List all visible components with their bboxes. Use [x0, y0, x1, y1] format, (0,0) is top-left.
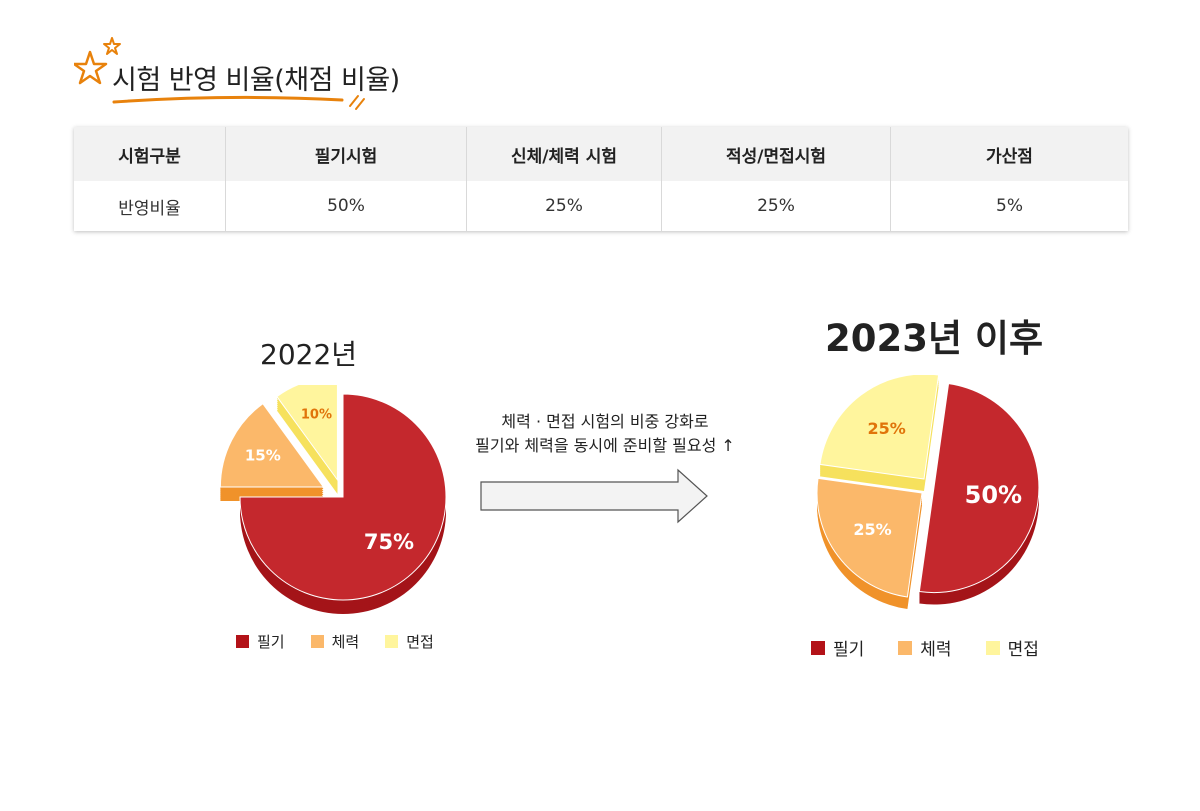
table-header-row: 시험구분 필기시험 신체/체력 시험 적성/면접시험 가산점	[74, 127, 1128, 181]
legend-item-written: 필기	[236, 631, 285, 652]
pie-chart-2022: 75% 15% 10%	[219, 385, 447, 614]
slice-interview-label: 10%	[301, 408, 332, 423]
slice-interview	[276, 385, 338, 482]
ratio-table: 시험구분 필기시험 신체/체력 시험 적성/면접시험 가산점 반영비율 50% …	[74, 127, 1128, 231]
table-row: 반영비율 50% 25% 25% 5%	[74, 181, 1128, 231]
legend-2023: 필기 체력 면접	[811, 635, 1039, 660]
slice-written-label: 50%	[965, 481, 1022, 509]
chart-title-2022: 2022년	[260, 338, 358, 371]
column-header: 가산점	[890, 127, 1128, 181]
slice-written-label: 75%	[364, 530, 414, 554]
transition-note: 체력 · 면접 시험의 비중 강화로 필기와 체력을 동시에 준비할 필요성 ↑	[430, 410, 780, 458]
slice-physical-label: 15%	[245, 447, 281, 465]
star-icon	[74, 37, 121, 85]
note-line-2: 필기와 체력을 동시에 준비할 필요성 ↑	[475, 436, 735, 455]
legend-label: 면접	[1007, 640, 1039, 660]
legend-item-physical: 체력	[898, 635, 952, 660]
table-cell: 25%	[661, 181, 891, 231]
note-line-1: 체력 · 면접 시험의 비중 강화로	[501, 412, 709, 431]
legend-2022: 필기 체력 면접	[236, 631, 434, 652]
legend-item-interview: 면접	[985, 635, 1039, 660]
slice-written	[918, 383, 1040, 594]
table-cell: 반영비율	[74, 181, 226, 231]
slice-physical-label: 25%	[853, 520, 891, 539]
legend-label: 면접	[406, 633, 434, 651]
column-header: 시험구분	[74, 127, 226, 181]
column-header: 적성/면접시험	[661, 127, 891, 181]
slice-physical	[816, 477, 923, 598]
legend-item-interview: 면접	[385, 631, 434, 652]
column-header: 필기시험	[225, 127, 467, 181]
slice-interview	[819, 375, 940, 480]
title-underline	[112, 95, 365, 110]
slice-physical	[219, 402, 325, 488]
title-block: 시험 반영 비율(채점 비율)	[74, 36, 474, 116]
legend-item-physical: 체력	[310, 631, 360, 652]
table-cell: 25%	[466, 181, 662, 231]
table-cell: 50%	[225, 181, 467, 231]
legend-label: 체력	[920, 640, 952, 660]
chart-title-2023: 2023년 이후	[825, 317, 1043, 360]
page-title: 시험 반영 비율(채점 비율)	[112, 65, 400, 96]
legend-item-written: 필기	[811, 635, 864, 660]
legend-label: 필기	[257, 633, 285, 651]
right-arrow-icon	[480, 468, 708, 524]
legend-label: 필기	[833, 640, 865, 660]
table-cell: 5%	[890, 181, 1128, 231]
slice-written	[239, 393, 447, 601]
legend-label: 체력	[331, 633, 360, 651]
slice-interview-label: 25%	[868, 419, 906, 438]
column-header: 신체/체력 시험	[466, 127, 662, 181]
pie-chart-2023: 50% 25% 25%	[816, 375, 1040, 609]
